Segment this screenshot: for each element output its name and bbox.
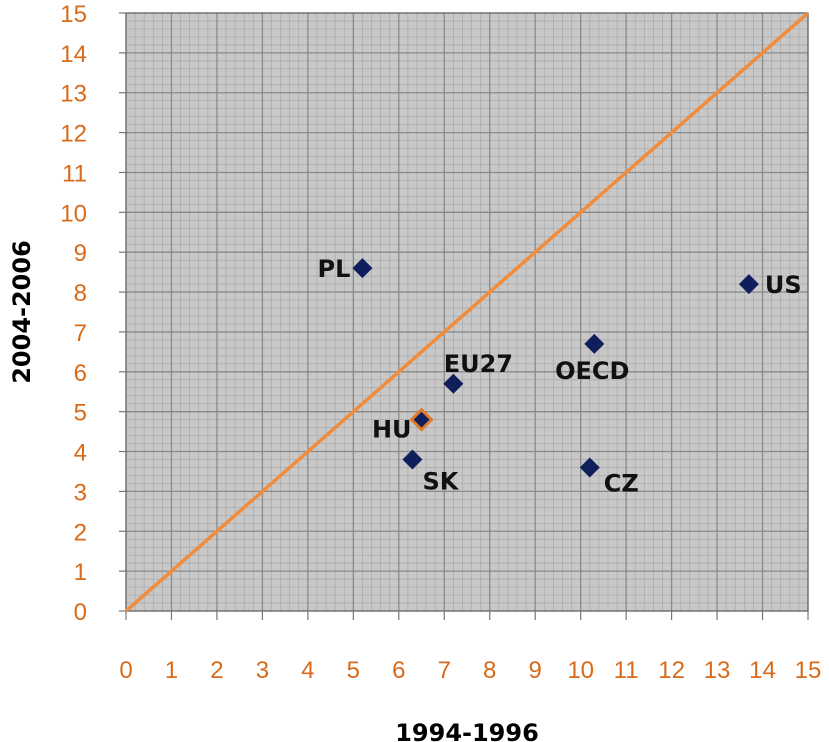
x-tick-label: 0	[119, 657, 132, 684]
x-tick-label: 11	[614, 657, 639, 684]
y-tick-label: 5	[74, 400, 87, 427]
x-tick-label: 8	[483, 657, 496, 684]
point-label-us: US	[765, 271, 802, 299]
x-tick-labels: 0 1 2 3 4 5 6 7 8 9 10 11 12 13 14 15	[119, 657, 821, 684]
x-tick-label: 2	[210, 657, 223, 684]
x-tick-label: 5	[347, 657, 360, 684]
x-tick-label: 15	[795, 657, 822, 684]
y-tick-label: 13	[60, 81, 87, 108]
point-label-hu: HU	[372, 416, 412, 444]
y-axis-title: 2004-2006	[8, 240, 36, 384]
point-marker-us	[738, 274, 759, 295]
point-label-eu27: EU27	[444, 350, 513, 378]
point-marker-eu27	[443, 373, 464, 394]
y-tick-label: 10	[60, 200, 87, 227]
y-tick-label: 3	[74, 479, 87, 506]
point-label-cz: CZ	[604, 469, 639, 497]
y-tick-label: 6	[74, 360, 87, 387]
x-tick-label: 10	[567, 657, 594, 684]
point-marker-hu	[409, 407, 434, 432]
y-tick-label: 11	[62, 160, 87, 187]
y-tick-label: 0	[74, 599, 87, 626]
y-tick-label: 7	[74, 320, 87, 347]
x-tick-label: 4	[301, 657, 314, 684]
y-tick-label: 9	[74, 240, 87, 267]
x-tick-label: 14	[749, 657, 776, 684]
y-tick-label: 15	[60, 1, 87, 28]
y-tick-label: 8	[74, 280, 87, 307]
point-label-pl: PL	[318, 255, 351, 283]
point-marker-cz	[579, 457, 600, 478]
y-tick-label: 12	[60, 121, 87, 148]
x-tick-label: 12	[658, 657, 685, 684]
point-marker-pl	[352, 258, 373, 279]
x-tick-label: 13	[704, 657, 731, 684]
minor-grid	[126, 13, 808, 611]
data-points: PL US OECD EU27 HU SK CZ	[318, 255, 802, 497]
y-tick-label: 1	[74, 559, 87, 586]
x-tick-label: 1	[165, 657, 178, 684]
x-tick-label: 6	[392, 657, 405, 684]
point-marker-sk	[402, 449, 423, 470]
x-tick-label: 3	[256, 657, 269, 684]
point-marker-oecd	[584, 333, 605, 354]
y-tick-label: 2	[74, 519, 87, 546]
major-grid	[119, 12, 809, 620]
reference-line	[124, 11, 810, 613]
point-label-oecd: OECD	[555, 357, 629, 385]
x-tick-label: 9	[529, 657, 542, 684]
point-label-sk: SK	[422, 468, 459, 496]
y-tick-label: 4	[74, 440, 87, 467]
y-tick-label: 14	[60, 41, 87, 68]
x-tick-label: 7	[438, 657, 451, 684]
plot-border	[125, 12, 809, 612]
x-axis-title: 1994-1996	[395, 719, 539, 742]
